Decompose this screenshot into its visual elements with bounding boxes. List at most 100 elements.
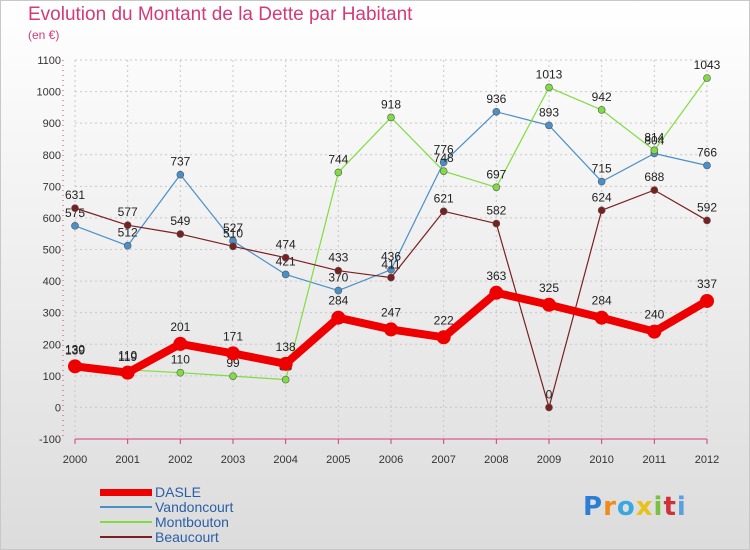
y-tick-label: 400: [43, 276, 61, 288]
data-point: [387, 273, 395, 282]
legend-item-dasle[interactable]: DASLE: [100, 484, 360, 500]
logo-letter: i: [676, 492, 687, 522]
data-label: 527: [223, 221, 243, 235]
y-tick-label: -100: [39, 434, 61, 446]
logo-letter: t: [663, 492, 677, 522]
data-point: [384, 322, 398, 337]
logo-letter: i: [653, 492, 664, 522]
y-tick-label: 700: [43, 181, 61, 193]
data-point: [123, 241, 132, 250]
data-point: [647, 324, 662, 339]
data-label: 284: [592, 294, 612, 308]
data-point: [703, 161, 711, 170]
data-label: 370: [328, 271, 348, 285]
y-tick-label: 200: [43, 339, 61, 351]
logo-letter: P: [583, 492, 604, 522]
y-tick-label: 0: [55, 402, 61, 414]
y-tick-label: 1000: [37, 87, 61, 99]
data-point: [387, 265, 395, 274]
data-point: [703, 74, 711, 82]
data-point: [439, 158, 448, 167]
data-label: 697: [486, 167, 506, 181]
data-point: [331, 310, 346, 325]
legend-swatch: [100, 521, 152, 523]
data-point: [176, 170, 185, 179]
legend-label: Beaucourt: [155, 529, 219, 545]
x-tick-label: 2005: [326, 454, 350, 466]
legend-label: Vandoncourt: [155, 499, 234, 515]
data-label: 942: [592, 90, 612, 104]
data-label: 776: [434, 142, 454, 156]
legend-label: DASLE: [155, 484, 201, 500]
data-label: 621: [434, 191, 454, 205]
data-point: [597, 177, 606, 186]
data-label: 814: [644, 130, 664, 144]
data-label: 222: [434, 313, 454, 327]
data-point: [492, 107, 501, 116]
data-label: 411: [381, 258, 400, 272]
data-point: [71, 204, 79, 212]
data-label: 1013: [536, 67, 563, 81]
data-point: [492, 219, 501, 228]
data-label: 631: [65, 188, 85, 202]
x-tick-label: 2008: [484, 454, 508, 466]
logo-letter: o: [616, 492, 636, 522]
data-point: [492, 183, 501, 192]
legend-label: Montbouton: [155, 514, 229, 530]
data-label: 433: [328, 251, 348, 265]
data-point: [594, 310, 609, 325]
data-label: 436: [381, 250, 401, 264]
data-label: 201: [170, 320, 190, 334]
data-point: [436, 330, 451, 345]
data-label: 240: [644, 308, 664, 322]
data-label: 582: [486, 204, 506, 218]
legend-item-beaucourt[interactable]: Beaucourt: [100, 529, 360, 545]
data-point: [700, 293, 714, 308]
data-point: [334, 266, 343, 275]
x-tick-label: 2010: [589, 454, 613, 466]
data-point: [597, 106, 606, 114]
legend-swatch: [100, 536, 152, 538]
data-label: 592: [697, 200, 717, 214]
data-point: [281, 253, 290, 262]
data-point: [173, 336, 188, 351]
data-label: 119: [118, 350, 137, 364]
data-point: [545, 83, 553, 92]
data-label: 139: [65, 344, 85, 358]
data-label: 130: [65, 342, 85, 356]
data-label: 737: [170, 155, 190, 169]
data-label: 99: [226, 356, 240, 370]
data-label: 624: [592, 190, 612, 204]
data-point: [439, 207, 448, 216]
data-label: 247: [381, 305, 401, 319]
chart-title: Evolution du Montant de la Dette par Hab…: [28, 4, 413, 25]
data-point: [334, 286, 343, 295]
x-tick-label: 2011: [643, 454, 667, 466]
x-tick-label: 2001: [115, 454, 139, 466]
data-label: 766: [697, 145, 717, 159]
legend-item-montbouton[interactable]: Montbouton: [100, 514, 360, 530]
legend: DASLE Vandoncourt Montbouton Beaucourt: [100, 484, 360, 545]
data-label: 325: [539, 281, 559, 295]
data-label: 893: [539, 105, 559, 119]
data-label: 138: [276, 340, 296, 354]
data-label: 744: [328, 152, 348, 166]
data-point: [176, 230, 185, 238]
data-point: [71, 222, 79, 230]
data-point: [226, 346, 240, 361]
data-point: [650, 186, 659, 194]
x-tick-label: 2012: [695, 454, 719, 466]
data-point: [597, 206, 606, 215]
data-point: [387, 113, 395, 122]
data-point: [489, 285, 504, 300]
data-point: [176, 368, 185, 377]
data-point: [229, 242, 237, 251]
data-label: 549: [170, 214, 190, 228]
data-point: [278, 356, 293, 371]
data-label: 577: [118, 205, 138, 219]
legend-swatch: [100, 489, 152, 496]
logo-letter: x: [635, 492, 654, 522]
data-point: [334, 168, 343, 177]
legend-item-vandoncourt[interactable]: Vandoncourt: [100, 499, 360, 515]
data-label: 337: [697, 277, 717, 291]
